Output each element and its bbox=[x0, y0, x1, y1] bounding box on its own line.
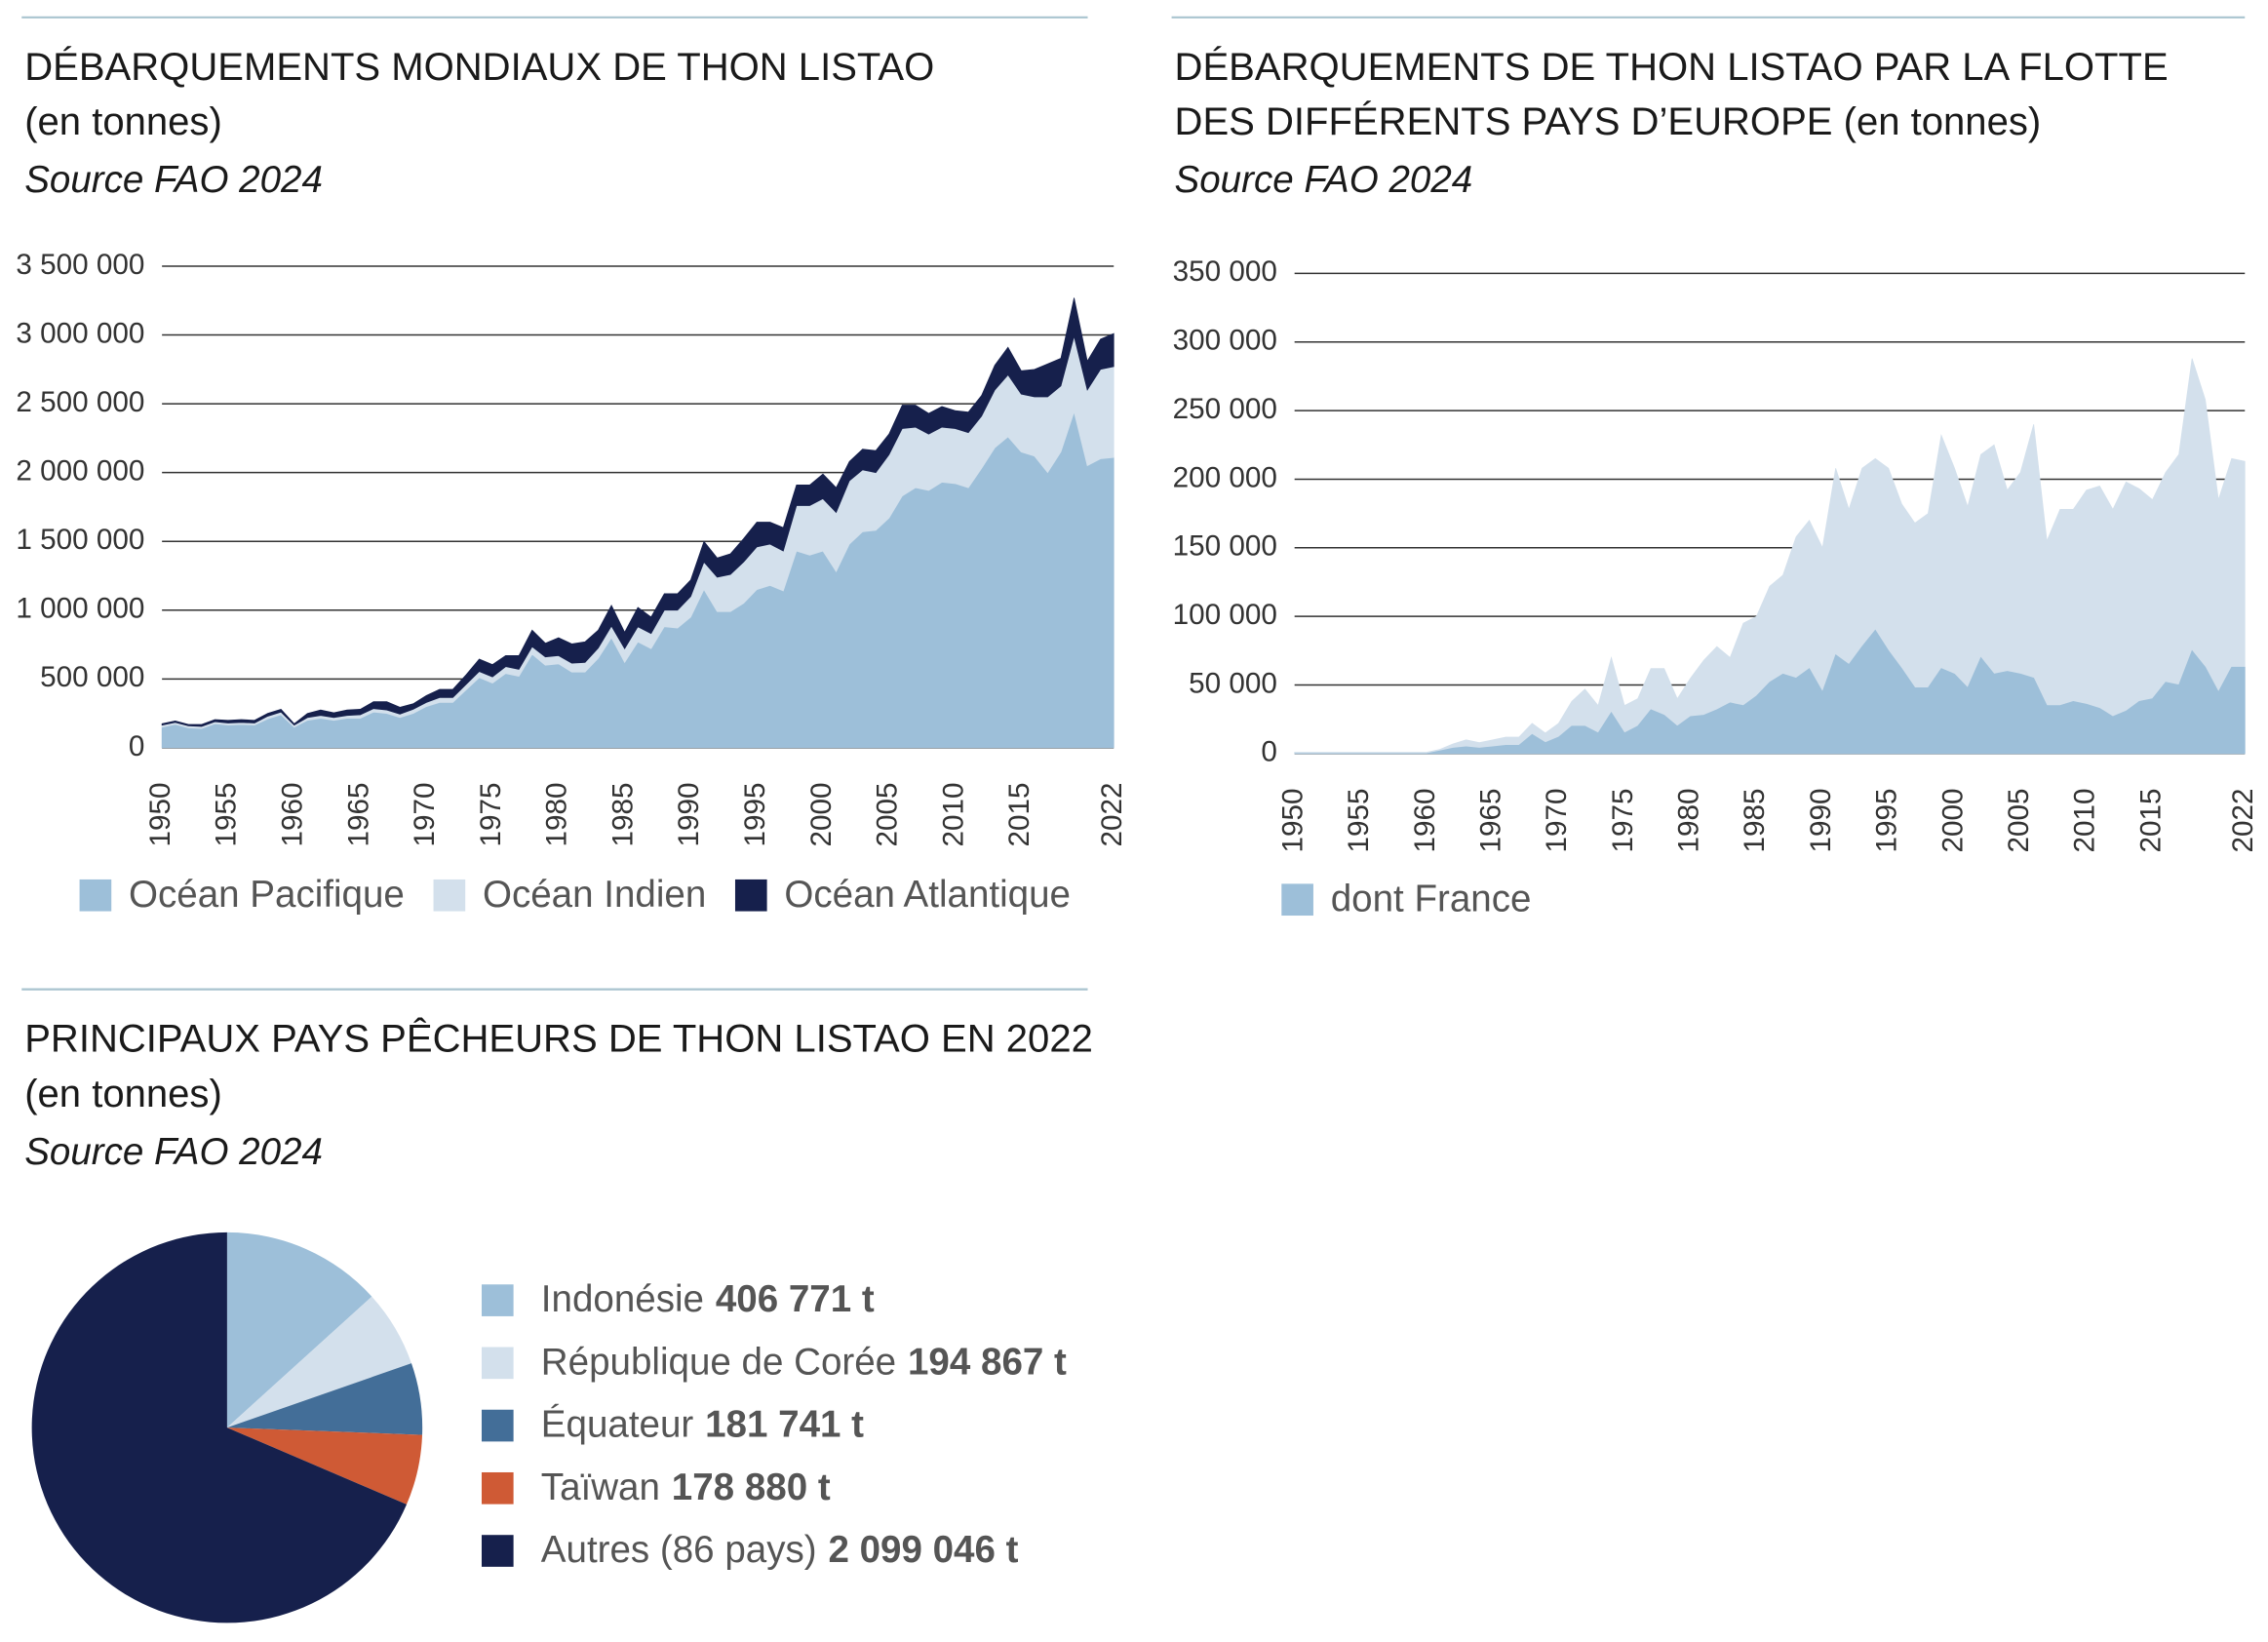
legend-category: Indonésie bbox=[541, 1278, 704, 1320]
x-tick-label: 2010 bbox=[937, 783, 969, 847]
legend-value: 194 867 t bbox=[908, 1342, 1067, 1384]
legend-swatch bbox=[481, 1284, 514, 1316]
legend-swatch bbox=[481, 1535, 514, 1567]
y-tick-label: 350 000 bbox=[1173, 255, 1277, 288]
x-tick-label: 2000 bbox=[1936, 788, 1969, 852]
y-tick-label: 100 000 bbox=[1173, 599, 1277, 631]
x-tick-label: 1955 bbox=[1343, 788, 1375, 852]
legend-label: Océan Indien bbox=[483, 874, 706, 916]
legend-label: Taïwan 178 880 t bbox=[541, 1466, 831, 1508]
x-tick-label: 2022 bbox=[1096, 783, 1128, 847]
x-tick-label: 2005 bbox=[2003, 788, 2035, 852]
pie-slice bbox=[226, 1296, 411, 1428]
x-tick-label: 1990 bbox=[673, 783, 705, 847]
y-tick-label: 300 000 bbox=[1173, 325, 1277, 357]
y-tick-label: 50 000 bbox=[1189, 667, 1277, 699]
legend-label: Indonésie 406 771 t bbox=[541, 1278, 875, 1320]
area bbox=[1294, 629, 2246, 755]
legend-swatch bbox=[481, 1347, 514, 1380]
x-tick-label: 2022 bbox=[2227, 788, 2259, 852]
chart-title: DÉBARQUEMENTS MONDIAUX DE THON LISTAO bbox=[24, 45, 934, 89]
x-tick-label: 1995 bbox=[1871, 788, 1903, 852]
legend-category: Taïwan bbox=[541, 1466, 660, 1508]
legend-label: Équateur 181 741 t bbox=[541, 1404, 864, 1446]
pie-slice bbox=[226, 1427, 423, 1505]
x-tick-label: 1980 bbox=[541, 783, 573, 847]
legend-swatch bbox=[1281, 883, 1313, 917]
legend-category: République de Corée bbox=[541, 1342, 896, 1384]
legend-swatch bbox=[481, 1471, 514, 1505]
x-tick-label: 1955 bbox=[211, 783, 243, 847]
legend-label: Autres (86 pays) 2 099 046 t bbox=[541, 1529, 1019, 1571]
y-tick-label: 500 000 bbox=[40, 661, 144, 693]
pie-slice bbox=[226, 1232, 372, 1428]
legend-swatch bbox=[79, 879, 112, 912]
x-tick-label: 1975 bbox=[475, 783, 507, 847]
x-tick-label: 1970 bbox=[1541, 788, 1573, 852]
y-tick-label: 0 bbox=[1261, 736, 1277, 768]
chart-title: DES DIFFÉRENTS PAYS D’EUROPE (en tonnes) bbox=[1175, 99, 2042, 143]
legend-swatch bbox=[433, 879, 466, 912]
legend-value: 181 741 t bbox=[705, 1404, 864, 1446]
x-tick-label: 2010 bbox=[2069, 788, 2101, 852]
area bbox=[161, 297, 1114, 727]
y-tick-label: 1 500 000 bbox=[16, 524, 144, 556]
legend-category: Autres (86 pays) bbox=[541, 1529, 817, 1571]
x-tick-label: 1985 bbox=[1739, 788, 1771, 852]
legend-label: dont France bbox=[1331, 878, 1532, 919]
y-tick-label: 250 000 bbox=[1173, 393, 1277, 425]
chart-title: (en tonnes) bbox=[24, 100, 222, 143]
chart-title: PRINCIPAUX PAYS PÊCHEURS DE THON LISTAO … bbox=[24, 1017, 1093, 1061]
x-tick-label: 1990 bbox=[1805, 788, 1837, 852]
y-tick-label: 150 000 bbox=[1173, 530, 1277, 563]
chart-subtitle: Source FAO 2024 bbox=[1175, 159, 1473, 201]
x-tick-label: 1950 bbox=[1276, 788, 1309, 852]
x-tick-label: 1970 bbox=[409, 783, 441, 847]
y-tick-label: 0 bbox=[129, 730, 145, 762]
x-tick-label: 1995 bbox=[739, 783, 771, 847]
chart-subtitle: Source FAO 2024 bbox=[24, 159, 323, 201]
legend-label: République de Corée 194 867 t bbox=[541, 1342, 1067, 1384]
legend-category: Équateur bbox=[541, 1404, 694, 1446]
y-tick-label: 2 500 000 bbox=[16, 386, 144, 418]
y-tick-label: 200 000 bbox=[1173, 461, 1277, 493]
x-tick-label: 1975 bbox=[1607, 788, 1639, 852]
legend-swatch bbox=[734, 879, 767, 912]
x-tick-label: 2000 bbox=[805, 783, 838, 847]
legend-value: 2 099 046 t bbox=[828, 1529, 1018, 1571]
chart-subtitle: Source FAO 2024 bbox=[24, 1131, 323, 1173]
x-tick-label: 1965 bbox=[342, 783, 374, 847]
y-tick-label: 3 000 000 bbox=[16, 317, 144, 349]
y-tick-label: 1 000 000 bbox=[16, 593, 144, 625]
x-tick-label: 1980 bbox=[1673, 788, 1705, 852]
x-tick-label: 1985 bbox=[606, 783, 639, 847]
legend-label: Océan Atlantique bbox=[784, 874, 1071, 916]
chart-title: (en tonnes) bbox=[24, 1073, 222, 1115]
x-tick-label: 1960 bbox=[1409, 788, 1441, 852]
chart-title: DÉBARQUEMENTS DE THON LISTAO PAR LA FLOT… bbox=[1175, 45, 2169, 89]
x-tick-label: 2015 bbox=[2134, 788, 2167, 852]
pie-slice bbox=[31, 1232, 408, 1623]
x-tick-label: 2005 bbox=[872, 783, 904, 847]
legend-value: 178 880 t bbox=[672, 1466, 831, 1508]
pie-slice bbox=[226, 1363, 423, 1435]
legend-swatch bbox=[481, 1409, 514, 1442]
y-tick-label: 3 500 000 bbox=[16, 249, 144, 281]
x-tick-label: 1960 bbox=[277, 783, 309, 847]
x-tick-label: 1965 bbox=[1475, 788, 1507, 852]
x-tick-label: 2015 bbox=[1003, 783, 1036, 847]
y-tick-label: 2 000 000 bbox=[16, 454, 144, 487]
legend-label: Océan Pacifique bbox=[129, 874, 405, 916]
x-tick-label: 1950 bbox=[144, 783, 176, 847]
legend-value: 406 771 t bbox=[716, 1278, 875, 1320]
